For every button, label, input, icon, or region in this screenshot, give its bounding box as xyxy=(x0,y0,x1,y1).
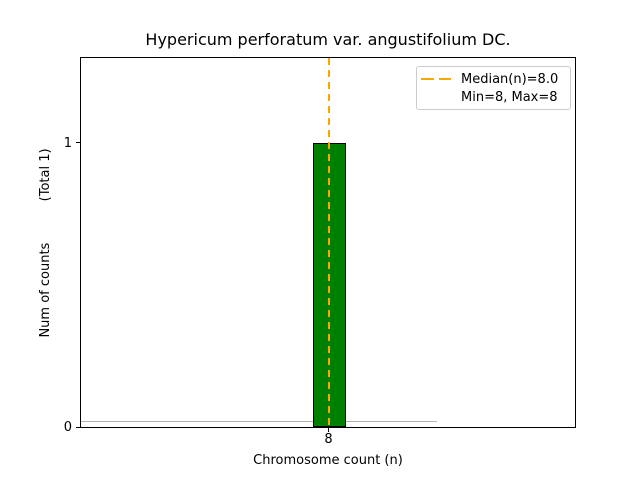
legend-entry-minmax: Min=8, Max=8 xyxy=(421,88,564,106)
plot-area: Median(n)=8.0 Min=8, Max=8 xyxy=(80,57,576,428)
chart-title: Hypericum perforatum var. angustifolium … xyxy=(145,30,511,49)
x-axis-label: Chromosome count (n) xyxy=(253,453,403,468)
y-axis-label: Num of counts (Total 1) xyxy=(38,148,53,338)
dashed-line-icon xyxy=(421,78,451,80)
zero-count-baseline xyxy=(81,421,437,422)
legend-entry-median: Median(n)=8.0 xyxy=(421,70,564,88)
legend: Median(n)=8.0 Min=8, Max=8 xyxy=(416,66,571,110)
legend-median-label: Median(n)=8.0 xyxy=(461,71,559,87)
legend-minmax-label: Min=8, Max=8 xyxy=(461,89,558,105)
y-tick-label-0: 0 xyxy=(63,420,72,435)
legend-spacer xyxy=(421,96,451,98)
x-tick-label-8: 8 xyxy=(324,432,333,447)
y-tick-mark-0 xyxy=(76,427,80,428)
median-line xyxy=(328,58,330,427)
x-tick-mark-8 xyxy=(328,428,329,432)
y-tick-mark-1 xyxy=(76,142,80,143)
y-tick-label-1: 1 xyxy=(63,136,72,151)
